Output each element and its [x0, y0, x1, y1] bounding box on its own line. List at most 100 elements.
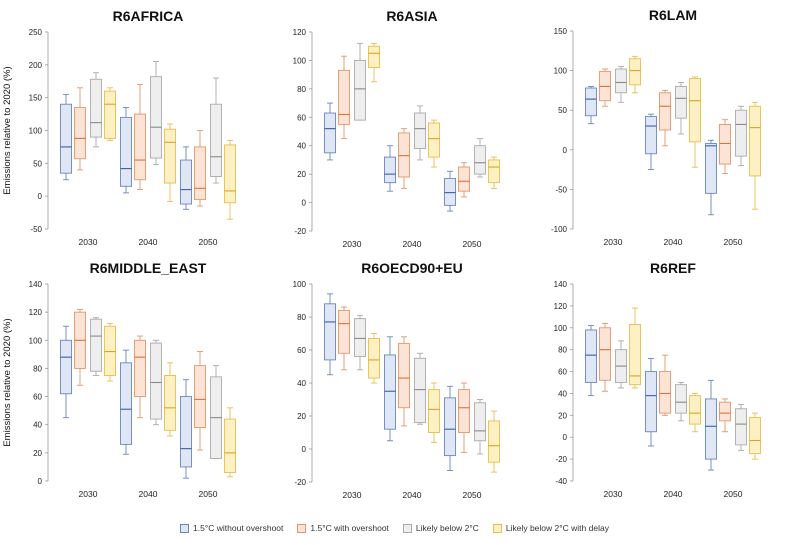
- panel-3: R6LAM -100 -50 0 50 100 150 2030 2040 2050: [551, 7, 761, 247]
- box-2040-series-2: [134, 84, 146, 191]
- x-tick-label: 2050: [199, 489, 218, 499]
- box-2030-series-3: [354, 42, 366, 121]
- box-iqr: [585, 87, 597, 117]
- box-2040-series-1: [645, 357, 657, 447]
- box-2050-series-4: [749, 412, 761, 460]
- box-iqr: [338, 309, 350, 354]
- y-tick-label: 40: [297, 142, 306, 151]
- box-2040-series-3: [150, 61, 162, 166]
- box-2050-series-2: [194, 130, 206, 207]
- box-2040-series-2: [659, 354, 671, 416]
- legend-label-1: 1.5°C without overshoot: [193, 523, 284, 533]
- y-tick-label: 80: [297, 313, 306, 322]
- x-tick-label: 2040: [403, 239, 422, 249]
- box-2040-series-3: [675, 382, 687, 422]
- box-iqr: [164, 375, 176, 431]
- y-tick-label: -100: [551, 225, 568, 234]
- box-iqr: [659, 371, 671, 414]
- box-2040-series-1: [384, 145, 396, 192]
- box-iqr: [354, 318, 366, 358]
- box-2040-series-2: [134, 335, 146, 419]
- box-2040-series-2: [398, 336, 410, 427]
- y-tick-label: -50: [30, 225, 42, 234]
- y-tick-label: 140: [554, 280, 568, 289]
- box-iqr: [735, 408, 747, 446]
- box-iqr: [428, 389, 440, 433]
- box-2050-series-4: [224, 139, 236, 220]
- y-tick-label: 120: [293, 28, 307, 37]
- box-iqr: [719, 124, 731, 165]
- legend-swatch-4: [492, 523, 502, 533]
- box-iqr: [488, 159, 500, 184]
- box-2050-series-4: [488, 410, 500, 473]
- box-iqr: [444, 397, 456, 457]
- panel-title: R6REF: [650, 260, 696, 276]
- box-2030-series-2: [74, 87, 86, 171]
- box-iqr: [719, 401, 731, 422]
- box-2050-series-1: [705, 379, 717, 471]
- box-iqr: [90, 78, 102, 138]
- box-iqr: [444, 177, 456, 206]
- y-tick-label: -50: [555, 185, 567, 194]
- box-2030-series-2: [599, 322, 611, 392]
- box-2050-series-1: [444, 170, 456, 212]
- box-2030-series-3: [354, 314, 366, 371]
- box-iqr: [150, 342, 162, 420]
- panel-title: R6MIDDLE_EAST: [90, 260, 207, 276]
- box-iqr: [368, 45, 380, 68]
- y-tick-label: 0: [38, 477, 43, 486]
- y-tick-label: -40: [555, 477, 567, 486]
- x-tick-label: 2040: [664, 237, 683, 247]
- box-2030-series-1: [60, 325, 72, 419]
- box-2030-series-4: [104, 87, 116, 141]
- box-iqr: [645, 116, 657, 155]
- box-2040-series-4: [428, 382, 440, 443]
- y-tick-label: 20: [558, 411, 567, 420]
- box-iqr: [90, 318, 102, 372]
- box-2050-series-1: [444, 385, 456, 471]
- x-tick-label: 2040: [403, 490, 422, 500]
- box-2030-series-2: [338, 306, 350, 371]
- x-tick-label: 2050: [724, 237, 743, 247]
- y-tick-label: 100: [29, 127, 43, 136]
- y-tick-label: 80: [558, 346, 567, 355]
- box-iqr: [675, 85, 687, 119]
- panel-title: R6ASIA: [386, 8, 437, 24]
- box-iqr: [398, 342, 410, 409]
- box-2040-series-1: [120, 107, 132, 194]
- y-tick-label: 150: [29, 94, 43, 103]
- box-2050-series-3: [474, 138, 486, 178]
- box-iqr: [210, 103, 222, 177]
- box-2040-series-3: [414, 352, 426, 425]
- box-2030-series-2: [338, 55, 350, 140]
- box-2050-series-1: [180, 379, 192, 479]
- legend-item-3: Likely below 2°C: [402, 523, 479, 533]
- y-tick-label: 80: [297, 85, 306, 94]
- box-2050-series-4: [749, 101, 761, 210]
- y-tick-label: 120: [554, 302, 568, 311]
- box-2030-series-1: [324, 293, 336, 376]
- box-iqr: [384, 354, 396, 430]
- box-iqr: [74, 107, 86, 160]
- box-2040-series-1: [645, 113, 657, 171]
- y-tick-label: 140: [29, 280, 43, 289]
- box-2030-series-4: [629, 55, 641, 94]
- panel-1: R6AFRICA -50 0 50 100 150 200 250 Emissions rela…: [2, 8, 236, 247]
- y-tick-label: 20: [297, 170, 306, 179]
- legend-label-2: 1.5°C with overshoot: [310, 523, 389, 533]
- y-tick-label: 100: [554, 324, 568, 333]
- box-2040-series-2: [659, 89, 671, 147]
- y-tick-label: 250: [29, 28, 43, 37]
- box-2030-series-1: [60, 93, 72, 181]
- x-tick-label: 2050: [724, 489, 743, 499]
- panel-title: R6AFRICA: [113, 8, 184, 24]
- box-iqr: [474, 145, 486, 175]
- y-tick-label: 100: [293, 56, 307, 65]
- x-tick-label: 2030: [79, 489, 98, 499]
- y-tick-label: 40: [558, 389, 567, 398]
- box-2030-series-4: [104, 322, 116, 382]
- y-tick-label: 0: [563, 146, 568, 155]
